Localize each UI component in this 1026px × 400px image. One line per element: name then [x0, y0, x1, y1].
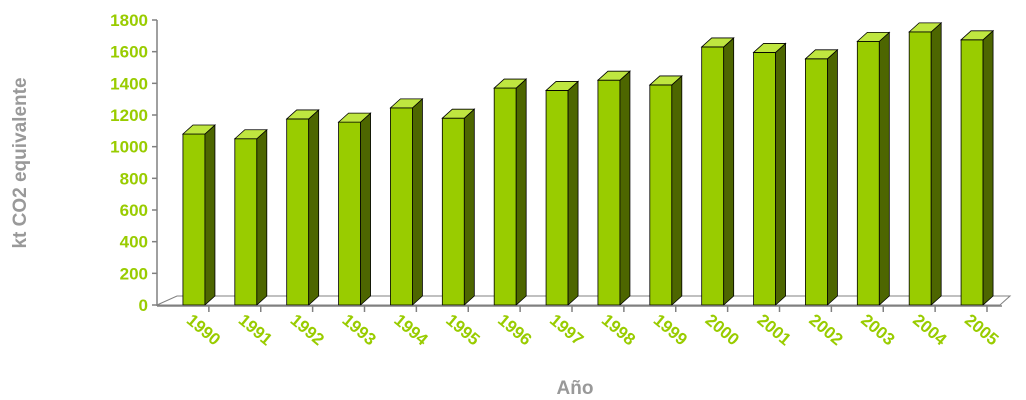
x-tick-label: 1990	[183, 310, 224, 349]
bar	[752, 42, 787, 306]
bar-front	[753, 52, 776, 306]
y-tick-label: 1600	[110, 43, 148, 62]
bar-side	[878, 31, 890, 306]
bar-front	[182, 133, 206, 306]
bar-side	[827, 48, 838, 306]
bar-front	[960, 39, 984, 306]
bar-side	[204, 124, 216, 306]
bar-side	[723, 37, 735, 306]
y-tick-label: 400	[120, 233, 148, 252]
bar	[493, 78, 528, 306]
y-tick-label: 600	[120, 201, 148, 220]
bar-front	[701, 46, 725, 306]
bar-top	[389, 98, 424, 109]
bar-top	[285, 109, 320, 120]
x-tick-label: 2005	[961, 310, 1002, 349]
bar-top	[752, 43, 787, 53]
bar	[960, 29, 995, 306]
bar-front	[390, 107, 413, 306]
bar-top	[856, 31, 891, 42]
bar	[233, 128, 268, 306]
bar-side	[567, 80, 579, 306]
bar	[181, 124, 216, 306]
bar-top	[648, 75, 683, 86]
y-axis-title: kt CO2 equivalente	[10, 77, 31, 248]
bar-front	[234, 138, 258, 306]
bar-side	[775, 42, 786, 306]
x-tick-label: 2000	[702, 310, 743, 349]
bar	[856, 31, 891, 306]
bar-front	[908, 31, 932, 306]
bar-side	[463, 108, 475, 306]
x-tick-label: 1991	[235, 310, 276, 349]
bar-front	[338, 121, 361, 306]
bar-top	[596, 70, 631, 81]
bar-front	[856, 40, 880, 306]
bar-front	[441, 117, 465, 306]
x-tick-label: 2001	[754, 310, 795, 349]
x-tick-label: 1992	[287, 310, 328, 349]
bar-side	[256, 128, 268, 306]
x-tick-labels: 1990 1991 1992 1993 1994 1995 1996 1997 1998 1999…	[183, 310, 1002, 349]
y-tick-label: 1200	[110, 106, 148, 125]
x-tick-label: 1994	[390, 310, 432, 349]
x-tick-label: 1996	[494, 310, 535, 349]
bar-top	[493, 78, 528, 89]
y-tick-label: 200	[120, 264, 148, 283]
bar-side	[671, 75, 683, 306]
bar-front	[545, 90, 569, 306]
bar	[337, 112, 372, 306]
y-tick-label: 0	[139, 296, 148, 315]
bar	[389, 97, 424, 306]
bar-side	[412, 97, 423, 306]
bar-side	[982, 29, 994, 306]
x-tick-label: 1993	[339, 310, 380, 349]
bar	[648, 75, 683, 306]
x-tick-label: 2004	[909, 310, 951, 349]
y-tick-label: 800	[120, 169, 148, 188]
bar	[596, 70, 631, 306]
bar	[804, 48, 839, 306]
x-tick-label: 2003	[857, 310, 898, 349]
bar-side	[308, 109, 320, 306]
x-tick-label: 1995	[442, 310, 483, 349]
x-tick-label: 1998	[598, 310, 639, 349]
bar-top	[545, 81, 580, 91]
bar-front	[286, 118, 310, 306]
bar-top	[700, 37, 735, 48]
x-tick-label: 1997	[546, 310, 587, 349]
bar-top	[804, 49, 839, 60]
y-tick-label: 1800	[110, 11, 148, 30]
bar-side	[930, 21, 942, 306]
x-tick-label: 1999	[650, 310, 691, 349]
x-tick-label: 2002	[805, 310, 846, 349]
bar	[545, 80, 580, 306]
bar-side	[515, 78, 527, 306]
bar	[441, 108, 476, 306]
bar	[700, 37, 735, 306]
bar-top	[337, 112, 372, 123]
axes	[152, 19, 1002, 312]
bars	[181, 21, 995, 306]
bar	[285, 109, 320, 306]
bar-front	[493, 87, 517, 306]
bar-top	[908, 22, 943, 33]
bar-top	[441, 108, 476, 119]
bar-side	[360, 112, 371, 306]
y-tick-label: 1000	[110, 138, 148, 157]
bar-front	[805, 58, 828, 306]
bar-top	[233, 129, 268, 140]
bar-front	[597, 79, 621, 306]
x-axis-title: Año	[557, 378, 594, 399]
bar-side	[619, 70, 631, 306]
y-tick-label: 1400	[110, 74, 148, 93]
bar-top	[181, 124, 216, 135]
bar-front	[649, 84, 673, 306]
y-tick-labels: 0 200 400 600 800 1000 1200 1400 1600 1800	[110, 11, 148, 315]
bar-top	[960, 30, 995, 41]
bar	[908, 21, 943, 306]
